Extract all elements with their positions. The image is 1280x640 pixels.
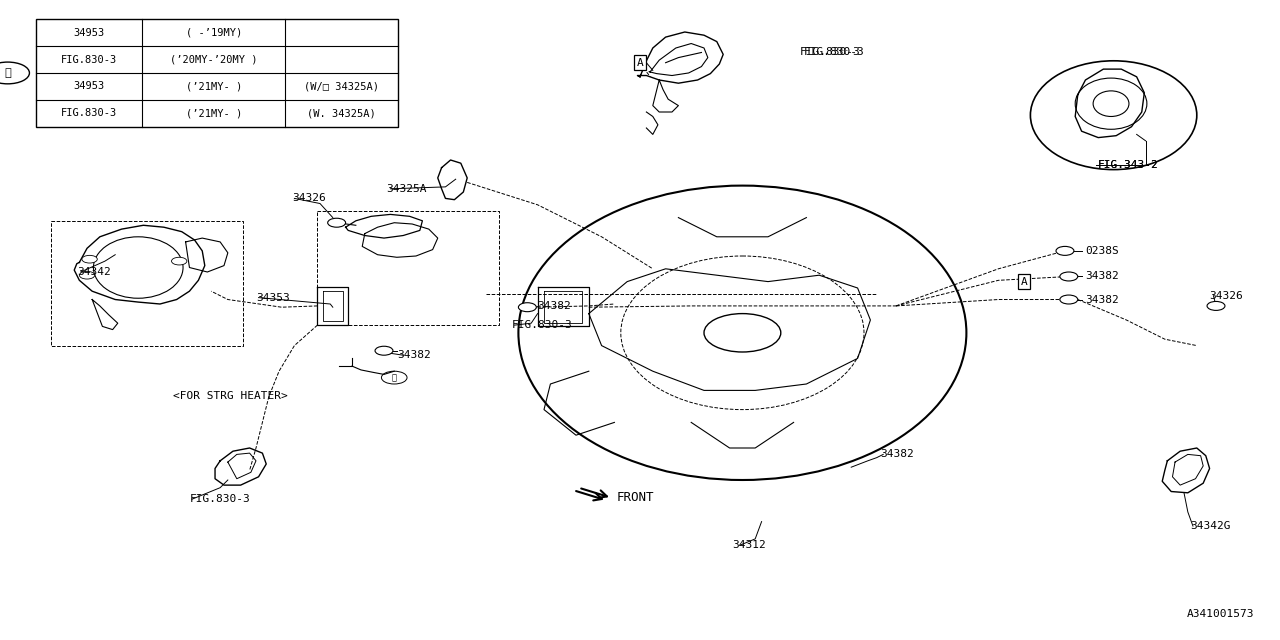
Text: FIG.830-3: FIG.830-3 bbox=[800, 47, 860, 58]
Text: (’21MY- ): (’21MY- ) bbox=[186, 81, 242, 92]
Text: FIG.830-3: FIG.830-3 bbox=[61, 54, 116, 65]
Text: (’21MY- ): (’21MY- ) bbox=[186, 108, 242, 118]
Text: (W. 34325A): (W. 34325A) bbox=[307, 108, 376, 118]
Text: 34312: 34312 bbox=[732, 540, 765, 550]
Text: FIG.830-3: FIG.830-3 bbox=[189, 494, 250, 504]
Text: 34382: 34382 bbox=[1085, 294, 1119, 305]
Text: FRONT: FRONT bbox=[617, 492, 654, 504]
Text: FIG.343-2: FIG.343-2 bbox=[1098, 160, 1158, 170]
Text: <FOR STRG HEATER>: <FOR STRG HEATER> bbox=[173, 390, 288, 401]
Text: A: A bbox=[636, 58, 644, 68]
Text: ①: ① bbox=[392, 373, 397, 382]
Text: ①: ① bbox=[4, 68, 12, 78]
Text: FIG.830-3: FIG.830-3 bbox=[512, 320, 572, 330]
Text: 0238S: 0238S bbox=[1085, 246, 1119, 256]
Text: 34342: 34342 bbox=[77, 267, 110, 277]
Circle shape bbox=[328, 218, 346, 227]
Circle shape bbox=[704, 314, 781, 352]
Text: (’20MY-’20MY ): (’20MY-’20MY ) bbox=[170, 54, 257, 65]
Text: (W/□ 34325A): (W/□ 34325A) bbox=[305, 81, 379, 92]
Text: FIG.343-2: FIG.343-2 bbox=[1098, 160, 1158, 170]
Text: ( -’19MY): ( -’19MY) bbox=[186, 28, 242, 38]
Text: 34382: 34382 bbox=[397, 350, 430, 360]
Circle shape bbox=[518, 303, 536, 312]
Text: 34382: 34382 bbox=[881, 449, 914, 460]
Text: 34325A: 34325A bbox=[387, 184, 428, 194]
Circle shape bbox=[79, 271, 95, 279]
Text: 34353: 34353 bbox=[256, 292, 289, 303]
Text: FIG.830-3: FIG.830-3 bbox=[804, 47, 864, 58]
Text: A341001573: A341001573 bbox=[1187, 609, 1254, 620]
Text: FIG.830-3: FIG.830-3 bbox=[61, 108, 116, 118]
Circle shape bbox=[172, 257, 187, 265]
Circle shape bbox=[1056, 246, 1074, 255]
Text: 34326: 34326 bbox=[292, 193, 325, 204]
Circle shape bbox=[1060, 295, 1078, 304]
Text: 34953: 34953 bbox=[73, 81, 105, 92]
Text: 34342G: 34342G bbox=[1190, 521, 1231, 531]
Circle shape bbox=[82, 255, 97, 263]
Text: 34953: 34953 bbox=[73, 28, 105, 38]
Text: A: A bbox=[1020, 276, 1028, 287]
Text: 34382: 34382 bbox=[1085, 271, 1119, 282]
Bar bbox=[36, 19, 398, 127]
Circle shape bbox=[1060, 272, 1078, 281]
Circle shape bbox=[375, 346, 393, 355]
Text: 34382: 34382 bbox=[538, 301, 571, 311]
Circle shape bbox=[1207, 301, 1225, 310]
Text: 34326: 34326 bbox=[1210, 291, 1243, 301]
